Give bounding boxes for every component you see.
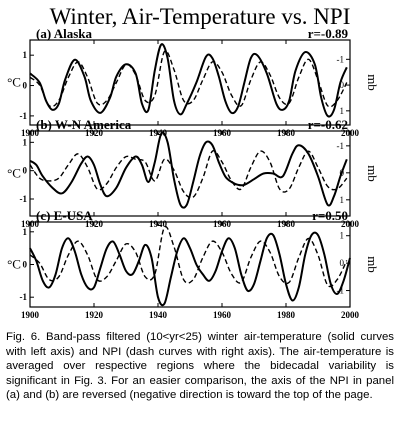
panel-label: (a) Alaska [36,26,92,41]
right-tick-label: 1 [340,231,345,241]
right-tick-label: -1 [337,141,345,151]
figure-title: Winter, Air-Temperature vs. NPI [50,4,351,29]
panels: 1900 1920 1940 1960 1980 2000 1 0 -1 -1 0 1 °C mb (a) … [7,26,380,320]
series-line-npi [29,149,348,199]
right-tick-label: 0 [340,80,345,90]
x-tick-label: 1980 [277,310,296,320]
left-tick-label: 1 [23,227,28,237]
series-line-air-temperature [29,231,351,307]
y-axis-label-right: mb [365,256,380,273]
correlation-label: r=-0.62 [308,117,348,132]
x-tick-label: 1940 [149,310,168,320]
figure-caption: Fig. 6. Band-pass filtered (10<yr<25) wi… [6,331,394,402]
y-axis-label-left: °C [7,257,21,272]
right-tick-label: 1 [340,106,345,116]
series-line-air-temperature [29,43,348,118]
left-tick-label: -1 [20,194,28,204]
left-tick-label: 0 [23,166,28,176]
series-line-npi [29,225,348,288]
left-tick-label: -1 [20,292,28,302]
x-tick-label: 1920 [85,310,104,320]
left-tick-label: 1 [23,137,28,147]
left-tick-label: -1 [20,111,28,121]
plot-frame [29,39,351,126]
panel-label: (c) E-USA [36,208,93,223]
series-line-npi [29,50,348,108]
right-tick-label: 0 [340,258,345,268]
y-axis-label-left: °C [7,166,21,181]
left-tick-label: 0 [23,81,28,91]
correlation-label: r=0.50 [312,208,348,223]
y-axis-label-right: mb [365,165,380,182]
correlation-label: r=-0.89 [308,26,349,41]
series-line-air-temperature [29,131,348,209]
panel-label: (b) W-N America [36,117,132,132]
y-axis-label-right: mb [365,74,380,91]
y-axis-label-left: °C [7,75,21,90]
x-tick-label: 1900 [21,310,40,320]
right-tick-label: 1 [340,195,345,205]
x-tick-label: 1960 [213,310,232,320]
plot-frame [29,130,351,217]
x-tick-label: 2000 [341,310,360,320]
left-tick-label: 0 [23,260,28,270]
left-tick-label: 1 [23,50,28,60]
right-tick-label: -1 [337,54,345,64]
